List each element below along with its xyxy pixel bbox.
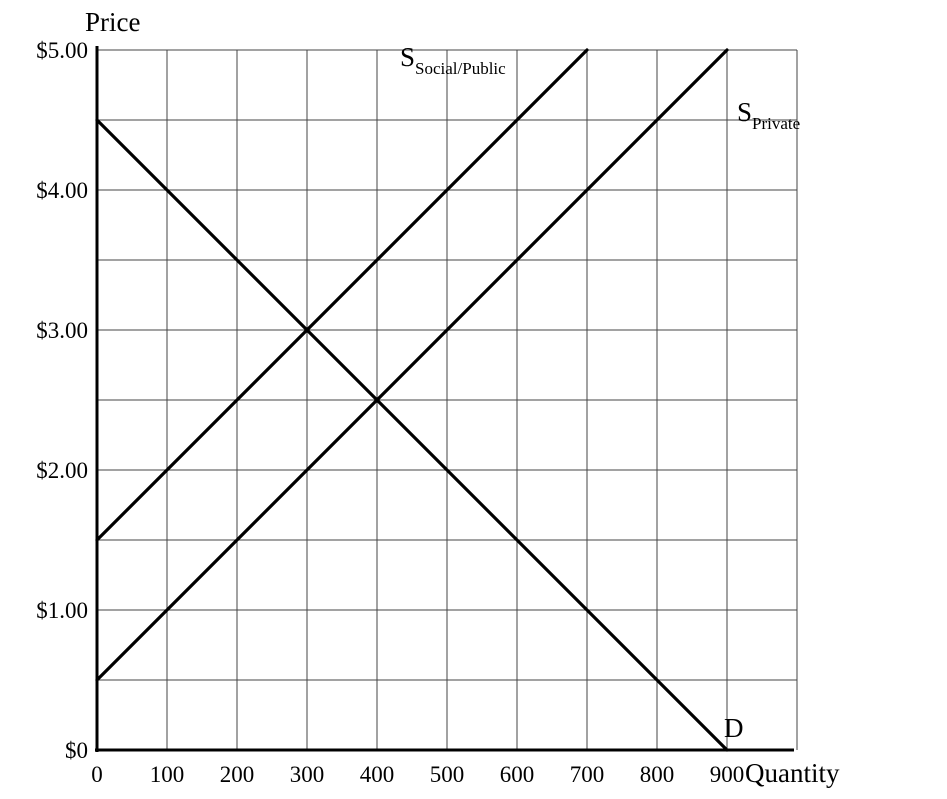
- series-label-social-main: S: [400, 42, 415, 72]
- x-tick-label: 300: [290, 762, 325, 787]
- series-label-private-sub: Private: [752, 114, 800, 133]
- axes: [95, 46, 794, 752]
- demand-line: [95, 118, 729, 752]
- y-tick-label: $4.00: [36, 178, 88, 203]
- tick-labels: 0 100 200 300 400 500 600 700 800 900 $0 $1.00 $2.00…: [36, 38, 744, 787]
- x-tick-label: 900: [710, 762, 745, 787]
- x-tick-label: 100: [150, 762, 185, 787]
- x-tick-label: 200: [220, 762, 255, 787]
- y-tick-label: $5.00: [36, 38, 88, 63]
- series-label-demand: D: [724, 713, 744, 743]
- y-tick-label: $1.00: [36, 598, 88, 623]
- x-tick-label: 600: [500, 762, 535, 787]
- x-tick-label: 0: [91, 762, 103, 787]
- x-axis-title: Quantity: [745, 758, 840, 788]
- series-lines: [95, 48, 729, 752]
- y-tick-label: $0: [65, 738, 88, 763]
- grid-lines: [97, 49, 798, 750]
- x-tick-label: 700: [570, 762, 605, 787]
- x-tick-label: 500: [430, 762, 465, 787]
- y-tick-label: $2.00: [36, 458, 88, 483]
- series-label-private-supply: SPrivate: [737, 97, 800, 133]
- y-axis-title: Price: [85, 7, 140, 37]
- x-tick-label: 400: [360, 762, 395, 787]
- series-label-private-main: S: [737, 97, 752, 127]
- series-label-social-sub: Social/Public: [415, 59, 506, 78]
- private-supply-line: [95, 48, 729, 682]
- y-tick-label: $3.00: [36, 318, 88, 343]
- social-supply-line: [95, 48, 589, 542]
- series-label-social-supply: SSocial/Public: [400, 42, 506, 78]
- x-tick-label: 800: [640, 762, 675, 787]
